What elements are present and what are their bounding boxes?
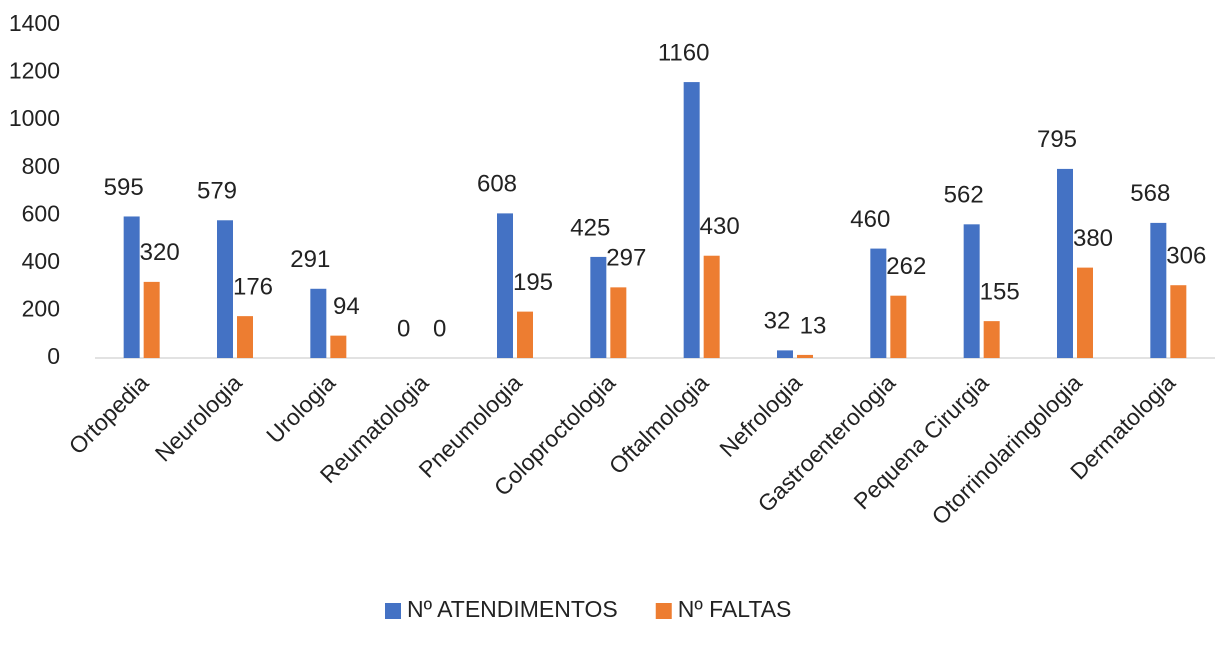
- data-label: 595: [104, 174, 144, 201]
- data-label: 32: [764, 308, 791, 335]
- bar: [1077, 267, 1093, 358]
- bar: [963, 224, 980, 358]
- data-label: 608: [477, 171, 517, 198]
- data-label: 94: [333, 293, 360, 320]
- bar: [983, 321, 1000, 358]
- legend-swatch: [385, 603, 401, 619]
- legend-label: Nº ATENDIMENTOS: [407, 596, 618, 622]
- data-label: 795: [1037, 126, 1077, 153]
- bar: [123, 216, 140, 358]
- data-label: 320: [140, 239, 180, 266]
- bar: [1057, 168, 1073, 358]
- y-tick-label: 1000: [9, 105, 60, 131]
- data-label: 380: [1073, 225, 1113, 252]
- bar: [777, 350, 793, 358]
- data-label: 562: [944, 182, 984, 209]
- x-tick-label: Ortopedia: [64, 369, 154, 459]
- data-label: 0: [433, 315, 446, 342]
- bar: [497, 213, 513, 358]
- data-label: 291: [290, 246, 330, 273]
- bar: [143, 281, 160, 358]
- x-tick-label: Urologia: [261, 369, 340, 448]
- data-label: 262: [886, 253, 926, 280]
- bar: [310, 288, 327, 358]
- y-tick-label: 400: [22, 248, 60, 274]
- legend-swatch: [655, 603, 672, 619]
- bar: [1170, 285, 1187, 358]
- legend-label: Nº FALTAS: [678, 596, 792, 622]
- bar: [1150, 222, 1167, 358]
- bar: [237, 316, 253, 358]
- bar: [590, 256, 607, 358]
- bar: [610, 287, 627, 358]
- data-label: 430: [700, 213, 740, 240]
- bar: [330, 335, 347, 358]
- data-label: 13: [800, 312, 827, 339]
- y-tick-label: 1200: [9, 58, 60, 84]
- data-label: 195: [513, 269, 553, 296]
- y-tick-label: 600: [22, 200, 60, 226]
- y-tick-label: 800: [22, 153, 60, 179]
- data-label: 568: [1130, 180, 1170, 207]
- y-tick-label: 200: [22, 296, 60, 322]
- data-label: 579: [197, 178, 237, 205]
- bar: [217, 220, 233, 358]
- bar: [890, 295, 907, 358]
- data-label: 306: [1166, 243, 1206, 270]
- data-label: 176: [233, 273, 273, 300]
- y-tick-label: 0: [47, 343, 60, 369]
- x-tick-label: Neurologia: [150, 369, 247, 466]
- bar: [517, 311, 533, 358]
- data-label: 425: [570, 214, 610, 241]
- data-label: 0: [397, 315, 410, 342]
- bar: [797, 354, 813, 358]
- x-tick-label: Oftalmologia: [604, 369, 714, 479]
- y-tick-label: 1400: [9, 10, 60, 36]
- bar: [870, 248, 887, 358]
- x-tick-label: Nefrologia: [714, 369, 807, 462]
- data-label: 155: [980, 278, 1020, 305]
- data-label: 1160: [658, 39, 710, 66]
- data-label: 460: [850, 206, 890, 233]
- bar: [683, 82, 700, 358]
- data-label: 297: [606, 245, 646, 272]
- bar: [703, 255, 720, 358]
